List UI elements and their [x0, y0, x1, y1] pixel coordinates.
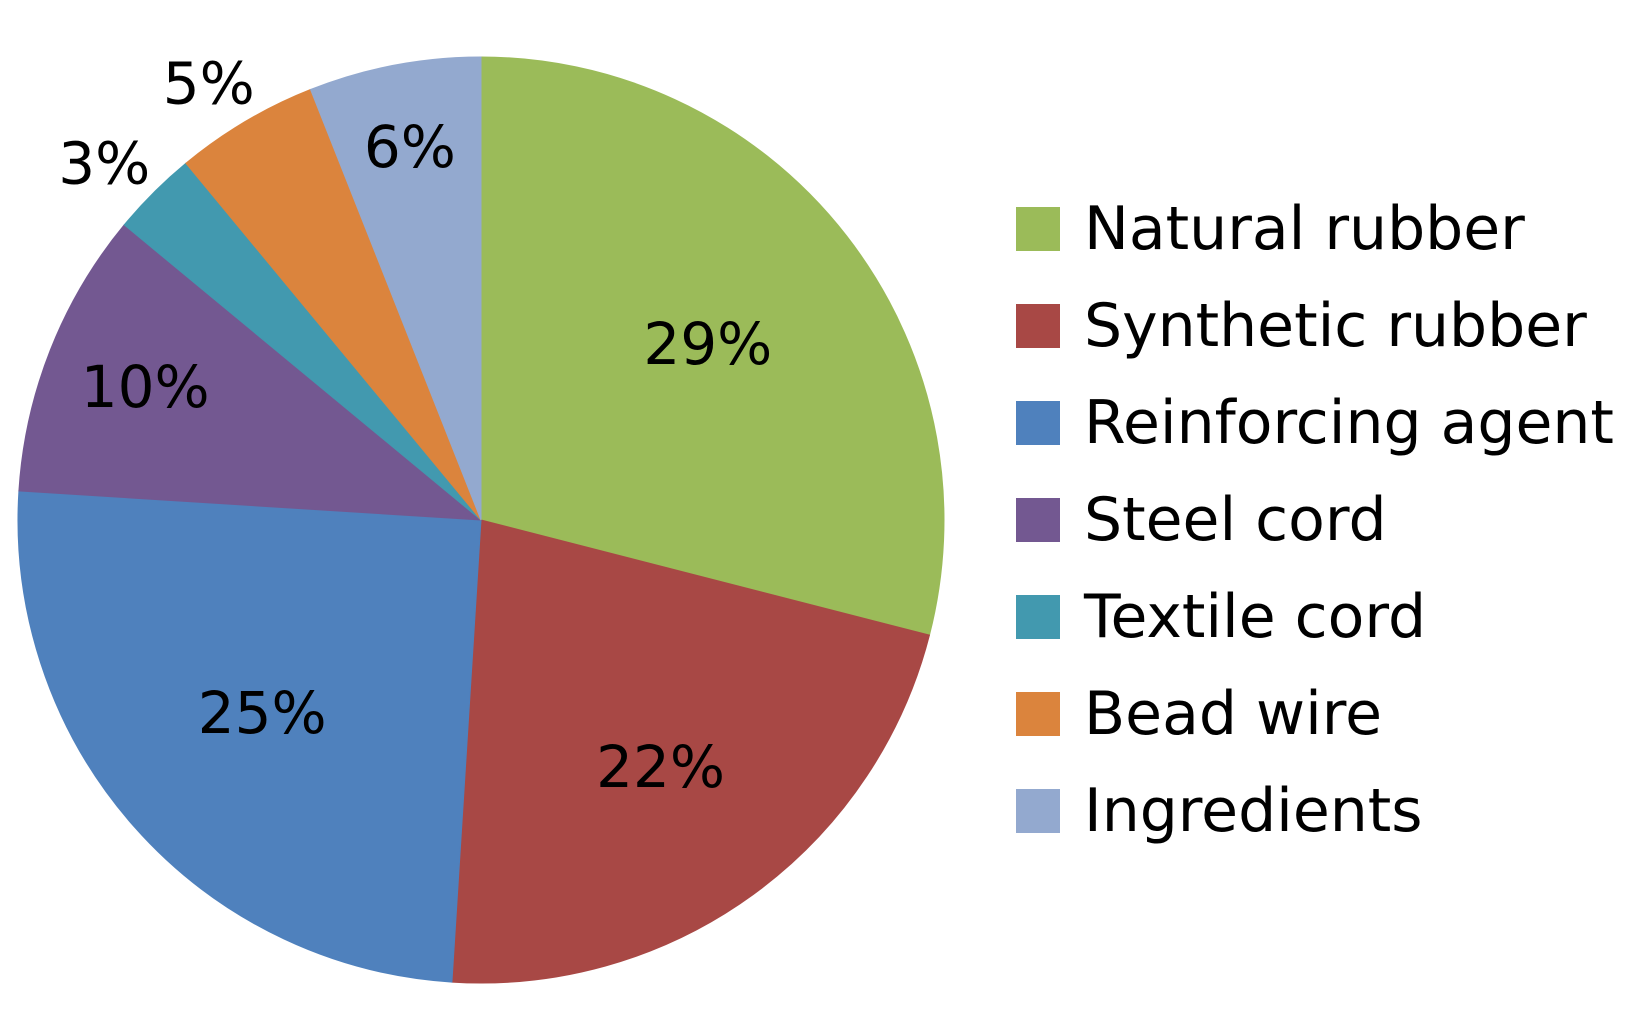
legend-item-textile-cord: Textile cord [1016, 568, 1636, 665]
legend-item-natural-rubber: Natural rubber [1016, 180, 1636, 277]
legend-swatch [1016, 400, 1060, 445]
legend-label: Natural rubber [1084, 193, 1525, 264]
legend-swatch [1016, 594, 1060, 639]
legend-swatch [1016, 497, 1060, 542]
data-label: 5% [163, 50, 255, 118]
legend-item-synthetic-rubber: Synthetic rubber [1016, 277, 1636, 374]
legend-swatch [1016, 691, 1060, 736]
legend-label: Textile cord [1084, 581, 1427, 652]
pie-labels: 29% 22% 25% 10% 3%5% 6% [58, 50, 772, 802]
legend-item-steel-cord: Steel cord [1016, 471, 1636, 568]
legend-label: Bead wire [1084, 678, 1383, 749]
pie-slices [17, 56, 945, 984]
legend: Natural rubber Synthetic rubber Reinforc… [1016, 180, 1636, 859]
data-label: 6% [364, 113, 456, 181]
data-label: 3% [58, 129, 150, 197]
pie-slice-synthetic-rubber [451, 519, 931, 984]
legend-label: Ingredients [1084, 775, 1423, 846]
pie-slice-natural-rubber [480, 56, 945, 636]
data-label: 25% [198, 679, 327, 747]
pie-slice-bead-wire [185, 88, 482, 521]
pie-slice-ingredients [309, 56, 482, 521]
legend-item-bead-wire: Bead wire [1016, 665, 1636, 762]
legend-swatch [1016, 206, 1060, 251]
legend-item-reinforcing-agent: Reinforcing agent [1016, 374, 1636, 471]
data-label: 22% [596, 733, 725, 801]
pie-slice-reinforcing-agent [17, 490, 482, 983]
pie-slice-steel-cord [18, 224, 483, 521]
data-label: 10% [81, 353, 210, 421]
legend-swatch [1016, 303, 1060, 348]
legend-item-ingredients: Ingredients [1016, 762, 1636, 859]
legend-label: Steel cord [1084, 484, 1387, 555]
legend-swatch [1016, 788, 1060, 833]
data-label: 29% [643, 310, 772, 378]
legend-label: Synthetic rubber [1084, 290, 1587, 361]
legend-label: Reinforcing agent [1084, 387, 1614, 458]
